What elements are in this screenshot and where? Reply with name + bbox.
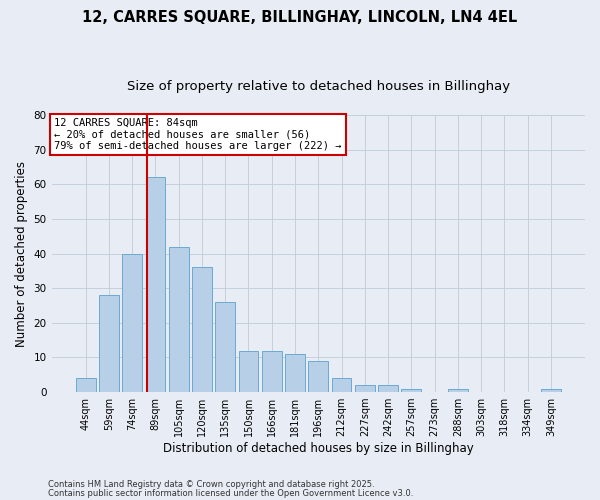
Bar [146, 178, 166, 392]
Text: 12 CARRES SQUARE: 84sqm
← 20% of detached houses are smaller (56)
79% of semi-de: 12 CARRES SQUARE: 84sqm ← 20% of detache… [54, 118, 342, 151]
Text: 12, CARRES SQUARE, BILLINGHAY, LINCOLN, LN4 4EL: 12, CARRES SQUARE, BILLINGHAY, LINCOLN, … [82, 10, 518, 25]
Bar [332, 378, 352, 392]
Bar [308, 361, 328, 392]
Bar [169, 246, 188, 392]
Bar [99, 295, 119, 392]
X-axis label: Distribution of detached houses by size in Billinghay: Distribution of detached houses by size … [163, 442, 473, 455]
Text: Contains public sector information licensed under the Open Government Licence v3: Contains public sector information licen… [48, 488, 413, 498]
Bar [262, 350, 281, 392]
Bar [401, 388, 421, 392]
Bar [285, 354, 305, 392]
Bar [378, 385, 398, 392]
Title: Size of property relative to detached houses in Billinghay: Size of property relative to detached ho… [127, 80, 510, 93]
Bar [76, 378, 95, 392]
Y-axis label: Number of detached properties: Number of detached properties [15, 160, 28, 346]
Bar [448, 388, 468, 392]
Bar [355, 385, 374, 392]
Bar [541, 388, 561, 392]
Text: Contains HM Land Registry data © Crown copyright and database right 2025.: Contains HM Land Registry data © Crown c… [48, 480, 374, 489]
Bar [122, 254, 142, 392]
Bar [239, 350, 259, 392]
Bar [215, 302, 235, 392]
Bar [192, 268, 212, 392]
